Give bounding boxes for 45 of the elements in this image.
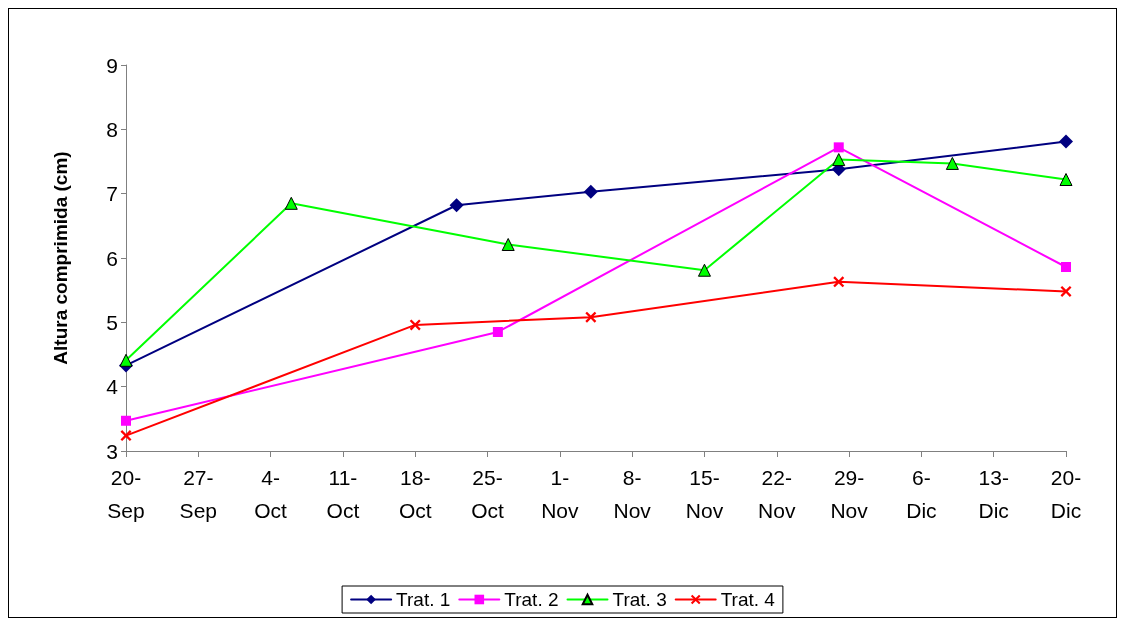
- point: [119, 353, 133, 367]
- point: [1060, 285, 1072, 297]
- point: [284, 196, 298, 210]
- x-tick-label: 13- Dic: [978, 466, 1009, 522]
- legend-label: Trat. 1: [396, 589, 451, 610]
- point: [1059, 134, 1073, 149]
- point: [1059, 173, 1073, 187]
- y-tick-label: 3: [106, 439, 118, 463]
- point: [409, 319, 421, 331]
- y-axis-title: Altura comprimida (cm): [50, 151, 71, 365]
- x-tick-label: 18- Oct: [398, 466, 432, 522]
- point: [120, 430, 132, 442]
- x-tick-label: 29- Nov: [830, 466, 869, 522]
- y-tick-label: 4: [106, 375, 119, 399]
- point: [832, 153, 846, 167]
- point: [583, 184, 598, 199]
- point: [585, 311, 597, 323]
- y-tick-label: 7: [106, 182, 118, 206]
- x-tick-label: 27- Sep: [179, 466, 217, 522]
- x-tick-label: 25- Oct: [471, 466, 505, 522]
- y-tick-label: 8: [106, 117, 118, 141]
- point: [697, 263, 711, 277]
- x-tick-label: 20- Sep: [107, 466, 145, 522]
- x-tick-label: 4- Oct: [254, 466, 288, 522]
- x-tick-label: 15- Nov: [685, 466, 724, 522]
- point: [833, 142, 844, 153]
- x-tick-label: 22- Nov: [758, 466, 796, 522]
- point: [492, 326, 503, 337]
- legend-label: Trat. 4: [720, 589, 776, 610]
- point: [833, 276, 845, 288]
- point: [945, 156, 959, 170]
- y-tick-label: 5: [106, 310, 118, 334]
- point: [121, 415, 131, 426]
- x-tick-label: 11- Oct: [326, 466, 360, 522]
- legend-label: Trat. 3: [612, 589, 667, 610]
- x-tick-label: 1- Nov: [541, 466, 580, 522]
- y-tick-label: 6: [106, 246, 118, 270]
- x-tick-label: 6- Dic: [906, 466, 937, 522]
- x-tick-label: 20- Dic: [1050, 466, 1082, 522]
- legend-label: Trat. 2: [504, 589, 559, 610]
- y-tick-label: 9: [106, 53, 118, 77]
- point: [449, 198, 464, 213]
- x-tick-label: 8- Nov: [613, 466, 652, 522]
- point: [1061, 262, 1071, 273]
- point: [501, 237, 515, 251]
